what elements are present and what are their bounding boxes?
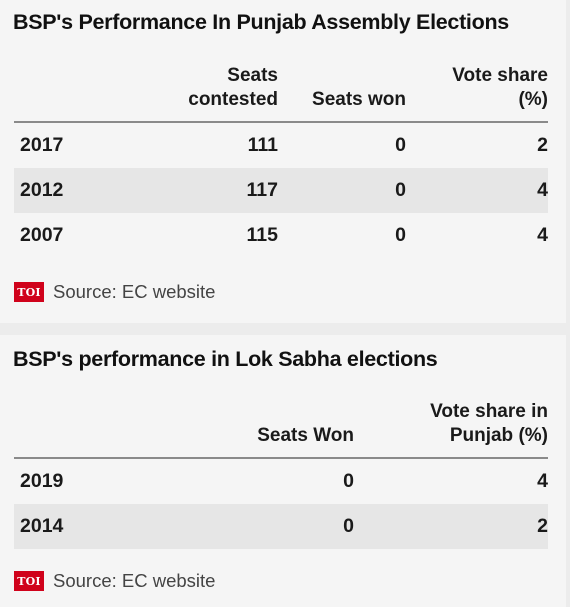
seats-won-cell: 0: [343, 470, 354, 492]
header-vote-share: Vote share (%): [452, 65, 548, 110]
header-divider: [14, 121, 548, 123]
table-row: 2017 111 0 2: [14, 123, 548, 168]
vote-share-cell: 2: [537, 134, 548, 156]
seats-contested-cell: 111: [247, 134, 278, 156]
assembly-table-card: BSP's Performance In Punjab Assembly Ele…: [13, 10, 548, 303]
table-row: 2007 115 0 4: [14, 213, 548, 258]
table-row: 2012 117 0 4: [14, 168, 548, 213]
seats-contested-cell: 117: [246, 179, 278, 201]
year-cell: 2017: [20, 134, 64, 156]
loksabha-table-header: Seats Won Vote share in Punjab (%): [14, 400, 548, 450]
seats-won-cell: 0: [343, 515, 354, 537]
year-cell: 2014: [20, 515, 64, 537]
header-seats-won: Seats Won: [257, 425, 354, 446]
header-vote-share-punjab: Vote share in Punjab (%): [430, 401, 548, 446]
source-text: Source: EC website: [53, 570, 216, 591]
header-seats-won: Seats won: [312, 89, 406, 110]
seats-won-cell: 0: [395, 179, 406, 201]
vote-share-cell: 4: [537, 224, 548, 246]
vote-share-cell: 4: [537, 179, 548, 201]
source-line: TOI Source: EC website: [14, 570, 215, 592]
header-divider: [14, 457, 548, 459]
assembly-table-title: BSP's Performance In Punjab Assembly Ele…: [13, 10, 509, 34]
source-line: TOI Source: EC website: [14, 281, 215, 303]
source-text: Source: EC website: [53, 281, 216, 302]
year-cell: 2007: [20, 224, 64, 246]
assembly-table-header: Seats contested Seats won Vote share (%): [14, 64, 548, 114]
toi-logo: TOI: [14, 571, 44, 591]
toi-logo: TOI: [14, 282, 44, 302]
loksabha-table-title: BSP's performance in Lok Sabha elections: [13, 347, 438, 371]
seats-contested-cell: 115: [246, 224, 278, 246]
header-seats-contested: Seats contested: [188, 65, 278, 110]
year-cell: 2012: [20, 179, 64, 201]
seats-won-cell: 0: [395, 134, 406, 156]
seats-won-cell: 0: [395, 224, 406, 246]
vote-share-cell: 4: [537, 470, 548, 492]
loksabha-table-card: BSP's performance in Lok Sabha elections…: [0, 335, 566, 607]
year-cell: 2019: [20, 470, 64, 492]
vote-share-cell: 2: [537, 515, 548, 537]
table-row: 2019 0 4: [14, 459, 548, 504]
table-row: 2014 0 2: [14, 504, 548, 549]
